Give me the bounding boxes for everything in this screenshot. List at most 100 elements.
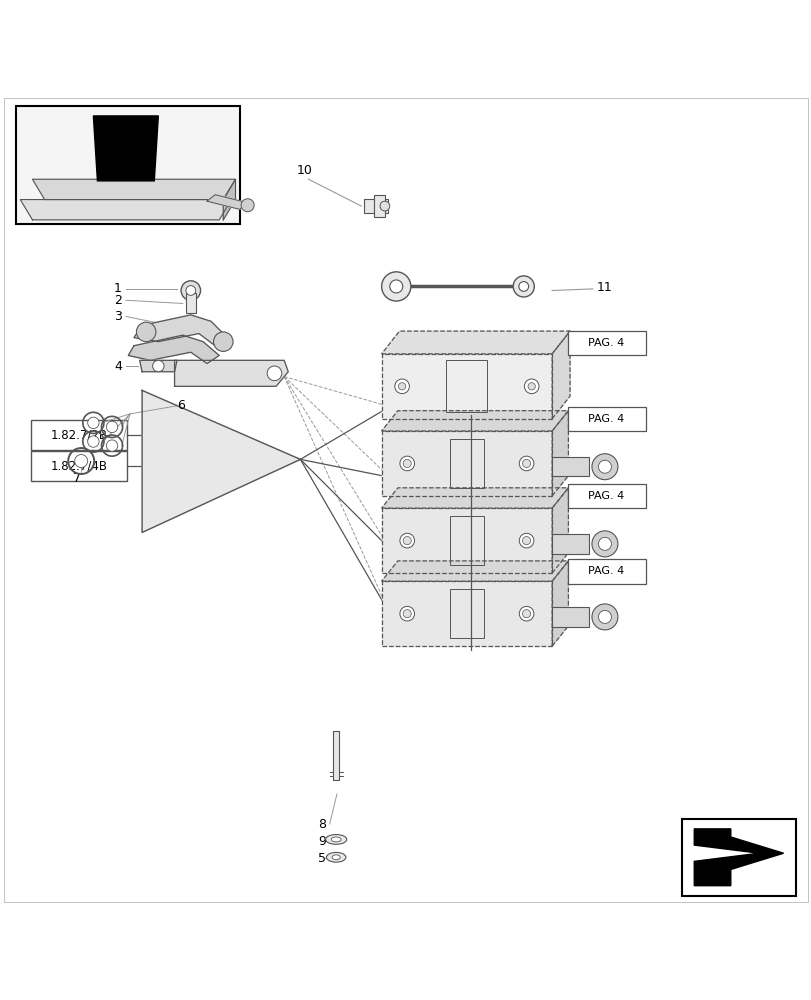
Text: 1: 1 <box>114 282 122 295</box>
Bar <box>551 457 588 476</box>
Bar <box>568 407 645 431</box>
Ellipse shape <box>522 459 530 468</box>
Polygon shape <box>551 411 568 496</box>
Text: 3: 3 <box>114 310 122 323</box>
Polygon shape <box>381 508 551 573</box>
Text: 9: 9 <box>318 835 326 848</box>
Bar <box>186 293 195 313</box>
Circle shape <box>591 454 617 480</box>
Bar <box>568 484 645 508</box>
Ellipse shape <box>398 383 406 390</box>
Bar <box>568 331 645 355</box>
Circle shape <box>381 272 410 301</box>
Circle shape <box>213 332 233 351</box>
Polygon shape <box>207 195 247 209</box>
Text: 2: 2 <box>114 294 122 307</box>
Circle shape <box>598 537 611 550</box>
Bar <box>333 731 339 780</box>
Text: PAG. 4: PAG. 4 <box>588 414 624 424</box>
Polygon shape <box>551 488 568 573</box>
Circle shape <box>598 460 611 473</box>
Ellipse shape <box>402 610 410 618</box>
Circle shape <box>380 201 389 211</box>
Ellipse shape <box>524 379 539 394</box>
Circle shape <box>75 455 88 468</box>
Circle shape <box>513 276 534 297</box>
Text: PAG. 4: PAG. 4 <box>588 566 624 576</box>
Bar <box>449 439 483 488</box>
Polygon shape <box>381 488 568 508</box>
Polygon shape <box>551 331 569 419</box>
Ellipse shape <box>332 855 340 860</box>
Bar <box>373 195 384 217</box>
Text: 10: 10 <box>296 164 312 177</box>
Bar <box>363 199 388 213</box>
Circle shape <box>267 366 281 381</box>
Circle shape <box>181 281 200 300</box>
Text: PAG. 4: PAG. 4 <box>588 338 624 348</box>
Polygon shape <box>381 581 551 646</box>
Ellipse shape <box>519 606 534 621</box>
Ellipse shape <box>519 533 534 548</box>
Polygon shape <box>139 360 177 372</box>
Ellipse shape <box>331 837 341 842</box>
Polygon shape <box>174 360 288 386</box>
Ellipse shape <box>402 537 410 545</box>
Circle shape <box>152 360 164 372</box>
Ellipse shape <box>519 456 534 471</box>
Text: 1.82.7/4B: 1.82.7/4B <box>50 459 107 472</box>
Circle shape <box>106 421 118 433</box>
Text: 4: 4 <box>114 360 122 373</box>
Circle shape <box>591 604 617 630</box>
Circle shape <box>136 322 156 342</box>
Bar <box>31 451 127 481</box>
Bar <box>568 559 645 584</box>
Polygon shape <box>551 561 568 646</box>
Ellipse shape <box>522 610 530 618</box>
Ellipse shape <box>399 533 414 548</box>
Polygon shape <box>20 200 231 220</box>
Circle shape <box>186 286 195 295</box>
Bar <box>31 420 127 450</box>
Bar <box>449 589 483 638</box>
Text: 5: 5 <box>318 852 326 865</box>
Ellipse shape <box>522 537 530 545</box>
Text: PAG. 4: PAG. 4 <box>588 491 624 501</box>
Polygon shape <box>381 354 551 419</box>
Text: 7: 7 <box>73 472 81 485</box>
Polygon shape <box>134 315 227 346</box>
Circle shape <box>598 610 611 623</box>
Ellipse shape <box>527 383 534 390</box>
Ellipse shape <box>399 606 414 621</box>
Polygon shape <box>32 179 235 200</box>
Polygon shape <box>223 179 235 220</box>
Circle shape <box>591 531 617 557</box>
Ellipse shape <box>326 852 345 862</box>
Ellipse shape <box>325 835 346 844</box>
Ellipse shape <box>402 459 410 468</box>
Polygon shape <box>381 561 568 581</box>
Circle shape <box>389 280 402 293</box>
Text: 6: 6 <box>177 399 185 412</box>
Text: 8: 8 <box>318 818 326 831</box>
Bar <box>449 516 483 565</box>
Polygon shape <box>128 335 219 364</box>
Text: 11: 11 <box>596 281 611 294</box>
Circle shape <box>518 282 528 291</box>
Bar <box>551 534 588 554</box>
Circle shape <box>88 417 99 429</box>
Polygon shape <box>693 829 783 886</box>
Bar <box>681 819 795 896</box>
Polygon shape <box>93 116 158 181</box>
Polygon shape <box>381 331 569 354</box>
Bar <box>16 106 239 224</box>
Circle shape <box>106 440 118 451</box>
Bar <box>446 360 487 412</box>
Circle shape <box>241 199 254 212</box>
Polygon shape <box>142 390 300 532</box>
Polygon shape <box>381 431 551 496</box>
Text: 1.82.7/2B: 1.82.7/2B <box>50 429 107 442</box>
Polygon shape <box>381 411 568 431</box>
Bar <box>551 607 588 627</box>
Ellipse shape <box>394 379 409 394</box>
